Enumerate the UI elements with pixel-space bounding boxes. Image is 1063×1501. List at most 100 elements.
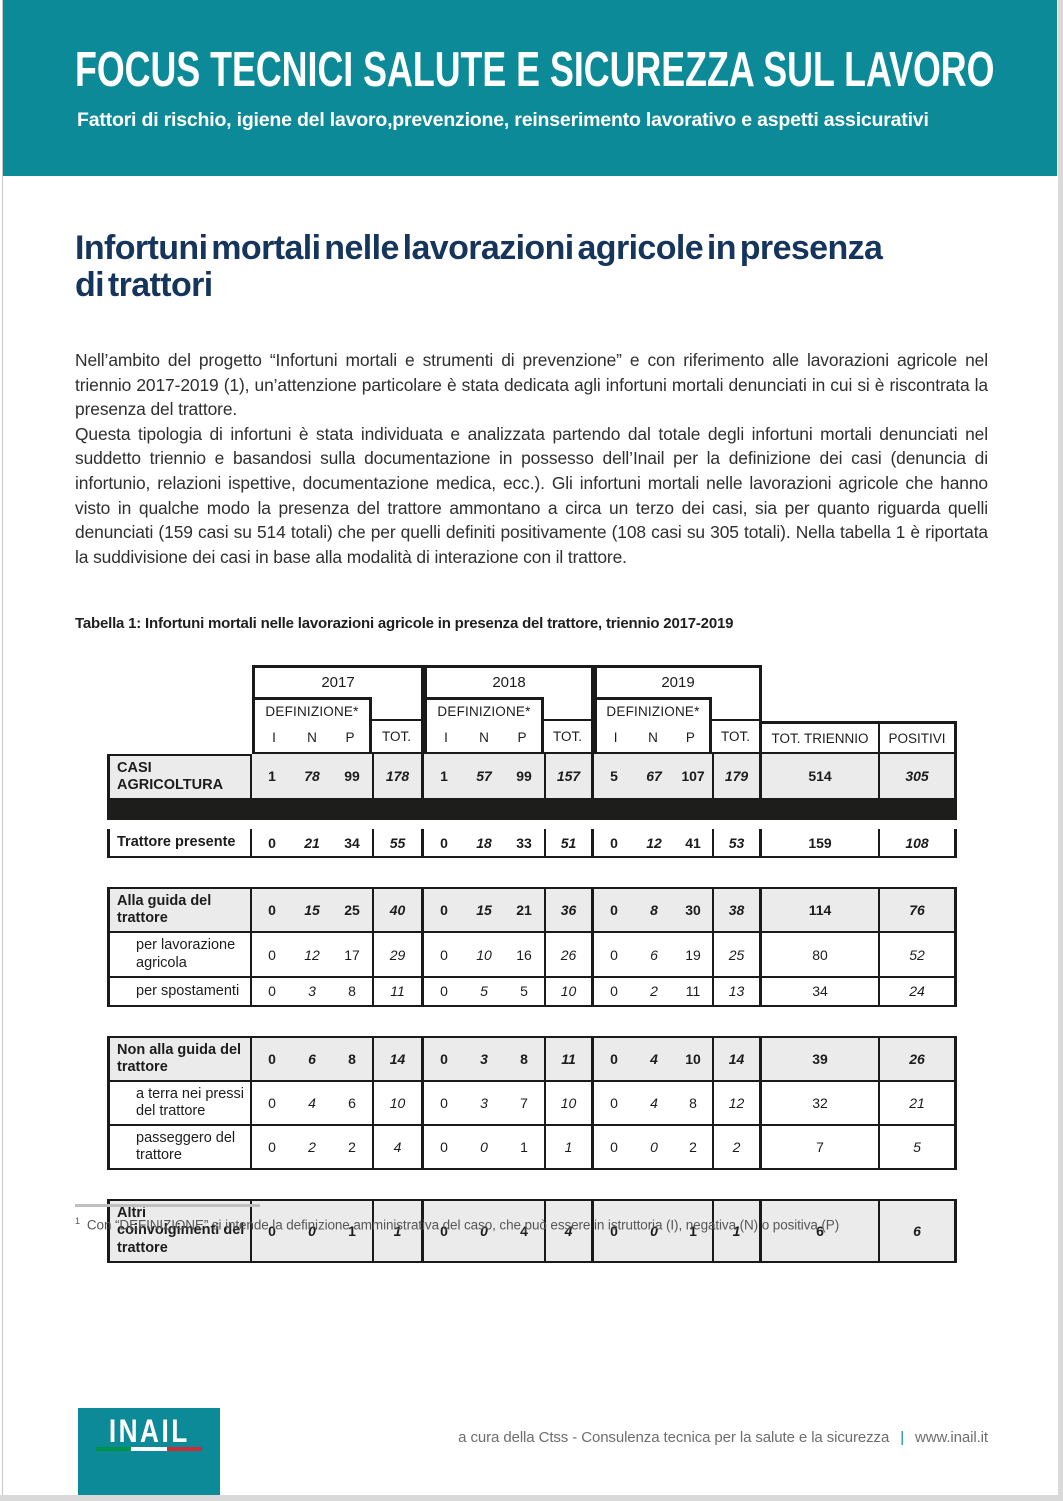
table-row-label: Non alla guida del trattore [107, 1035, 252, 1082]
subcol-label: I [613, 730, 618, 745]
table-value-cell: 0 [252, 978, 292, 1007]
table-value-cell: 0 [252, 887, 292, 934]
table-value-cell: 514 [762, 754, 880, 801]
table-spacer-row [107, 858, 957, 876]
table-value-cell: 11 [372, 977, 424, 1007]
table-value-cell: 0 [424, 829, 464, 859]
table-row-label: Altri coinvolgimenti del trattore [107, 1199, 252, 1263]
table-value-cell: 2 [712, 1126, 762, 1171]
table-value-cell: 39 [762, 1035, 880, 1082]
table-value-cell: 1 [332, 1199, 372, 1263]
table-header-step [372, 697, 424, 721]
table-value-cell: 33 [504, 829, 544, 859]
table-value-cell: 12 [712, 1081, 762, 1127]
table-value-cell: 7 [762, 1126, 880, 1171]
table-value-cell: 157 [544, 754, 594, 801]
table-value-cell: 305 [880, 754, 957, 801]
table-header-tot: TOT. [712, 721, 762, 754]
table-value-cell: 10 [372, 1081, 424, 1127]
table-value-cell: 6 [292, 1035, 332, 1082]
table-row-label: per spostamenti [107, 977, 252, 1007]
table-value-cell: 4 [544, 1199, 594, 1263]
table-value-cell: 5 [504, 978, 544, 1007]
subcol-label: N [307, 730, 317, 745]
banner-title: FOCUS TECNICI SALUTE E SICUREZZA SUL LAV… [75, 43, 995, 97]
table-value-cell: 0 [424, 978, 464, 1007]
table-value-cell: 0 [424, 1082, 464, 1127]
banner-subtitle: Fattori di rischio, igiene del lavoro,pr… [77, 109, 929, 131]
table-value-cell: 17 [332, 933, 372, 978]
table-value-cell: 6 [762, 1199, 880, 1263]
table-value-cell: 0 [252, 933, 292, 978]
table-value-cell: 179 [712, 754, 762, 801]
table-value-cell: 159 [762, 829, 880, 859]
table-value-cell: 0 [424, 933, 464, 978]
table-value-cell: 4 [634, 1082, 674, 1127]
subcol-label: P [685, 730, 695, 745]
table-value-cell: 34 [762, 977, 880, 1007]
table-value-cell: 76 [880, 887, 957, 934]
table-value-cell: 0 [424, 1035, 464, 1082]
definizione-label: DEFINIZIONE* [606, 704, 700, 719]
table-black-band [107, 800, 957, 821]
table-value-cell: 12 [634, 829, 674, 859]
footnote-marker: 1 [75, 1216, 80, 1226]
table-value-cell: 2 [634, 978, 674, 1007]
table-value-cell: 53 [712, 829, 762, 859]
table-row-label: Alla guida del trattore [107, 887, 252, 934]
table-value-cell: 26 [544, 933, 594, 978]
table-value-cell: 0 [424, 1126, 464, 1171]
paragraph: Questa tipologia di infortuni è stata in… [75, 423, 988, 567]
table-header-definizione: DEFINIZIONE* I N P [594, 697, 712, 754]
table-value-cell: 51 [544, 829, 594, 859]
table-value-cell: 178 [372, 754, 424, 801]
table-value-cell: 5 [594, 754, 634, 801]
table-value-cell: 1 [504, 1126, 544, 1171]
subcol-label: I [272, 730, 276, 745]
table-value-cell: 114 [762, 887, 880, 934]
table-value-cell: 1 [544, 1126, 594, 1171]
table-value-cell: 0 [252, 1082, 292, 1127]
table-value-cell: 8 [332, 1035, 372, 1082]
table-header-year: 2017 [252, 665, 424, 697]
table-value-cell: 15 [464, 887, 504, 934]
table-value-cell: 0 [594, 1199, 634, 1263]
table-value-cell: 3 [464, 1035, 504, 1082]
data-table: 2017 DEFINIZIONE* I N P TOT. 2018 DEFINIZIONE* I… [107, 665, 957, 1263]
table-value-cell: 0 [594, 978, 634, 1007]
table-value-cell: 0 [594, 829, 634, 859]
table-value-cell: 34 [332, 829, 372, 859]
footer-credit-line: a cura della Ctss - Consulenza tecnica p… [75, 1429, 988, 1446]
table-value-cell: 3 [292, 978, 332, 1007]
table-value-cell: 99 [504, 754, 544, 801]
table-value-cell: 8 [634, 887, 674, 934]
table-value-cell: 21 [504, 887, 544, 934]
table-value-cell: 29 [372, 933, 424, 978]
table-header-step [712, 697, 762, 721]
table-value-cell: 108 [880, 829, 957, 859]
italy-tricolor-bar [96, 1447, 202, 1451]
table-value-cell: 1 [424, 754, 464, 801]
footnote-divider [75, 1204, 260, 1207]
tricolor-white [131, 1447, 167, 1451]
table-value-cell: 21 [292, 829, 332, 859]
paragraph: Nell’ambito del progetto “Infortuni mort… [75, 350, 988, 420]
table-value-cell: 10 [674, 1035, 712, 1082]
article-body: Nell’ambito del progetto “Infortuni mort… [75, 348, 988, 569]
table-value-cell: 99 [332, 754, 372, 801]
table-header-year: 2019 [594, 665, 762, 697]
table-value-cell: 0 [594, 1126, 634, 1171]
table-value-cell: 0 [424, 1199, 464, 1263]
footer-site-link[interactable]: www.inail.it [915, 1429, 988, 1446]
table-header-tot-triennio: TOT. TRIENNIO [762, 721, 880, 754]
table-row-label: CASI AGRICOLTURA [107, 754, 252, 801]
table-spacer-row [107, 1170, 957, 1188]
table-value-cell: 12 [292, 933, 332, 978]
table-header-year: 2018 [424, 665, 594, 697]
table-value-cell: 80 [762, 933, 880, 978]
table-value-cell: 55 [372, 829, 424, 859]
table-value-cell: 36 [544, 887, 594, 934]
page-right-edge [1058, 0, 1063, 1501]
